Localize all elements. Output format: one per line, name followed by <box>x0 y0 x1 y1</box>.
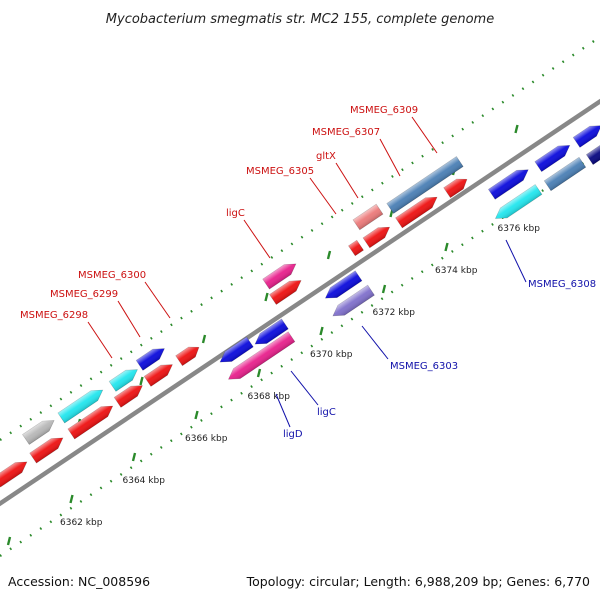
tick-label: 6362 kbp <box>60 518 103 528</box>
gene-feature[interactable] <box>443 174 471 199</box>
tick-mark <box>319 326 324 336</box>
backbone-line <box>0 98 600 507</box>
tick-mark <box>201 334 207 344</box>
tick-mark <box>381 284 387 294</box>
tick-mark <box>139 376 144 386</box>
gene-feature[interactable] <box>492 184 543 223</box>
gene-label[interactable]: MSMEG_6309 <box>350 105 418 116</box>
gene-feature[interactable] <box>29 433 67 464</box>
tick-label: 6372 kbp <box>373 308 416 318</box>
gene-feature[interactable] <box>534 140 573 173</box>
tick-mark <box>194 410 199 420</box>
gene-feature[interactable] <box>225 331 296 384</box>
tick-mark <box>131 452 137 462</box>
label-leader-line <box>411 116 438 154</box>
gene-feature[interactable] <box>395 192 441 229</box>
gene-feature[interactable] <box>113 381 146 408</box>
gene-feature[interactable] <box>322 270 363 303</box>
gene-label[interactable]: ligC <box>226 208 245 219</box>
gene-label[interactable]: ligC <box>317 407 336 418</box>
label-leader-line <box>117 300 141 338</box>
label-leaders <box>87 116 527 428</box>
gene-feature[interactable] <box>543 156 587 192</box>
gene-feature[interactable] <box>252 318 289 349</box>
gene-feature[interactable] <box>362 222 393 249</box>
tick-label: 6376 kbp <box>498 224 541 234</box>
gene-feature[interactable] <box>386 156 464 214</box>
gene-feature[interactable] <box>330 284 375 321</box>
gene-label[interactable]: MSMEG_6308 <box>528 279 596 290</box>
label-leader-line <box>335 162 359 199</box>
gene-feature[interactable] <box>348 239 364 257</box>
gene-feature[interactable] <box>175 342 203 367</box>
gene-label[interactable]: MSMEG_6298 <box>20 310 88 321</box>
gene-label[interactable]: MSMEG_6299 <box>50 289 118 300</box>
label-leader-line <box>243 219 271 259</box>
label-leader-line <box>144 281 171 319</box>
gene-label[interactable]: gltX <box>316 151 336 162</box>
label-leader-line <box>275 393 291 428</box>
gene-label[interactable]: MSMEG_6300 <box>78 270 146 281</box>
gene-label[interactable]: MSMEG_6305 <box>246 166 314 177</box>
label-leader-line <box>309 177 337 215</box>
tick-label: 6368 kbp <box>248 392 291 402</box>
tick-mark <box>264 292 269 302</box>
label-leader-line <box>505 239 527 283</box>
gene-feature[interactable] <box>22 416 58 445</box>
gene-feature[interactable] <box>0 457 30 488</box>
gene-feature[interactable] <box>135 344 168 371</box>
outer-ruler <box>0 36 600 441</box>
gene-label[interactable]: MSMEG_6303 <box>390 361 458 372</box>
gene-feature[interactable] <box>269 276 305 305</box>
gene-labels: MSMEG_6298 MSMEG_6299 MSMEG_6300 ligC MS… <box>20 105 596 440</box>
gene-feature[interactable] <box>487 165 531 200</box>
tick-marks: 6362 kbp 6364 kbp 6366 kbp 6368 kbp 6370 kbp… <box>6 124 541 546</box>
gene-feature[interactable] <box>572 121 600 148</box>
tick-mark <box>326 250 332 260</box>
gene-feature[interactable] <box>67 401 116 440</box>
tick-mark <box>514 124 519 134</box>
tick-label: 6364 kbp <box>123 476 166 486</box>
map-title: Mycobacterium smegmatis str. MC2 155, co… <box>106 12 494 27</box>
tick-mark <box>256 368 262 378</box>
label-leader-line <box>379 138 401 177</box>
tick-mark <box>6 536 12 546</box>
tick-mark <box>444 242 449 252</box>
label-leader-line <box>290 370 319 406</box>
gene-feature[interactable] <box>262 259 300 290</box>
gene-feature[interactable] <box>108 365 141 392</box>
gene-feature[interactable] <box>57 385 106 424</box>
label-leader-line <box>87 321 113 359</box>
tick-label: 6366 kbp <box>185 434 228 444</box>
topology-summary: Topology: circular; Length: 6,988,209 bp… <box>246 574 590 589</box>
tick-label: 6374 kbp <box>435 266 478 276</box>
gene-features <box>0 121 600 488</box>
gene-label[interactable]: ligD <box>283 429 303 440</box>
gene-feature[interactable] <box>352 203 384 231</box>
label-leader-line <box>361 325 389 360</box>
backbone-track <box>0 98 600 507</box>
gene-feature[interactable] <box>585 143 600 165</box>
gene-label[interactable]: MSMEG_6307 <box>312 127 380 138</box>
tick-label: 6370 kbp <box>310 350 353 360</box>
gene-feature[interactable] <box>143 360 176 387</box>
gene-feature[interactable] <box>217 336 254 367</box>
accession-text: Accession: NC_008596 <box>8 574 150 589</box>
tick-mark <box>69 494 74 504</box>
